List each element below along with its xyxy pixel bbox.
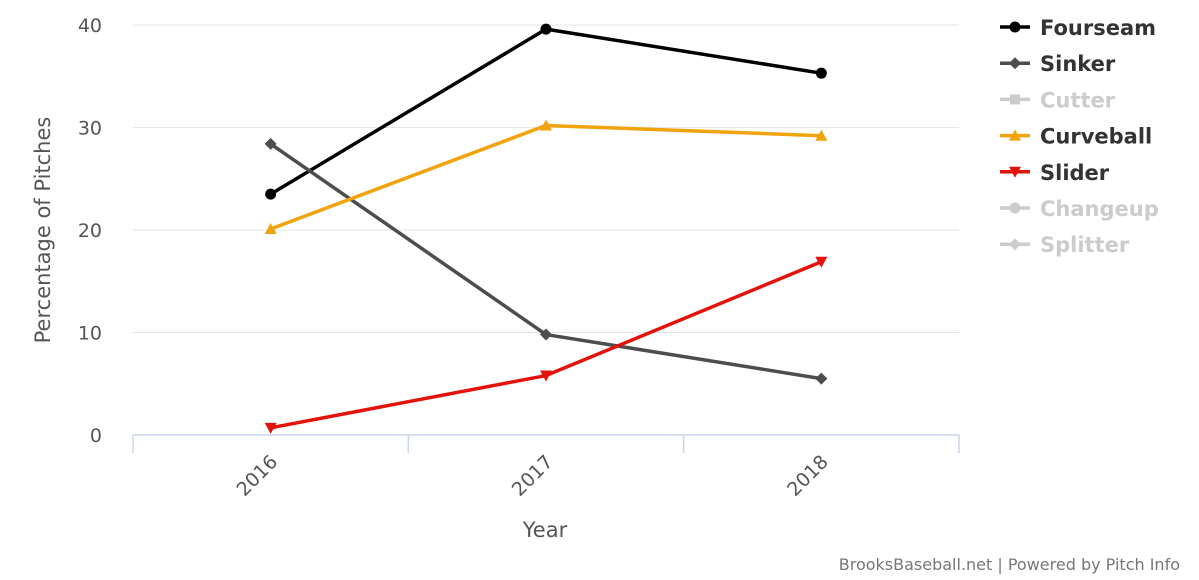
data-point[interactable] [265, 188, 277, 200]
legend-marker [1009, 202, 1021, 214]
series-slider[interactable] [264, 256, 828, 434]
legend[interactable]: Fourseam Sinker Cutter Curveball Slider Chang… [1000, 16, 1159, 257]
legend-label: Cutter [1040, 88, 1116, 112]
x-tick-label: 2017 [508, 451, 558, 501]
x-axis-title: Year [522, 518, 568, 542]
grid-lines [133, 24, 959, 333]
legend-marker [1009, 166, 1021, 178]
series-line[interactable] [268, 142, 824, 381]
legend-label: Slider [1040, 161, 1110, 185]
series-line[interactable] [268, 27, 824, 196]
legend-item-curveball[interactable]: Curveball [1000, 125, 1152, 149]
data-point[interactable] [815, 256, 828, 268]
y-tick-label: 30 [78, 118, 102, 140]
legend-marker [1009, 57, 1021, 70]
legend-item-fourseam[interactable]: Fourseam [1000, 16, 1156, 40]
y-tick-label: 40 [78, 15, 102, 37]
credits-text[interactable]: BrooksBaseball.net | Powered by Pitch In… [839, 555, 1180, 574]
data-point[interactable] [264, 137, 277, 150]
series-curveball[interactable] [264, 119, 828, 234]
legend-label: Sinker [1040, 52, 1116, 76]
y-tick-label: 10 [78, 323, 102, 345]
y-tick-label: 20 [78, 220, 102, 242]
data-point[interactable] [815, 129, 828, 141]
data-point[interactable] [540, 328, 552, 341]
legend-item-slider[interactable]: Slider [1000, 161, 1110, 185]
legend-item-cutter[interactable]: Cutter [1000, 88, 1116, 112]
legend-label: Changeup [1040, 197, 1159, 221]
x-tick-label: 2018 [783, 451, 833, 501]
legend-item-changeup[interactable]: Changeup [1000, 197, 1159, 221]
series-sinker[interactable] [264, 137, 828, 385]
legend-label: Curveball [1040, 125, 1152, 149]
y-axis-title: Percentage of Pitches [31, 117, 55, 344]
legend-marker [1010, 94, 1020, 105]
axes: 0 10 20 30 40 2016 2017 2018 [78, 15, 960, 501]
legend-marker [1009, 21, 1021, 33]
legend-label: Fourseam [1040, 16, 1156, 40]
series-line[interactable] [268, 260, 824, 430]
data-point[interactable] [264, 222, 277, 234]
data-point[interactable] [815, 67, 827, 79]
y-tick-label: 0 [90, 425, 102, 447]
data-point[interactable] [264, 422, 277, 434]
x-tick-label: 2016 [232, 451, 282, 501]
data-point[interactable] [815, 372, 828, 385]
data-point[interactable] [540, 119, 552, 131]
legend-label: Splitter [1040, 233, 1130, 257]
legend-item-splitter[interactable]: Splitter [1000, 233, 1130, 257]
legend-item-sinker[interactable]: Sinker [1000, 52, 1116, 76]
series-line[interactable] [268, 123, 824, 231]
legend-marker [1009, 129, 1021, 141]
legend-marker [1009, 238, 1021, 251]
series-fourseam[interactable] [265, 23, 827, 200]
data-point[interactable] [540, 370, 552, 382]
data-point[interactable] [540, 23, 552, 35]
series-lines [264, 23, 828, 434]
